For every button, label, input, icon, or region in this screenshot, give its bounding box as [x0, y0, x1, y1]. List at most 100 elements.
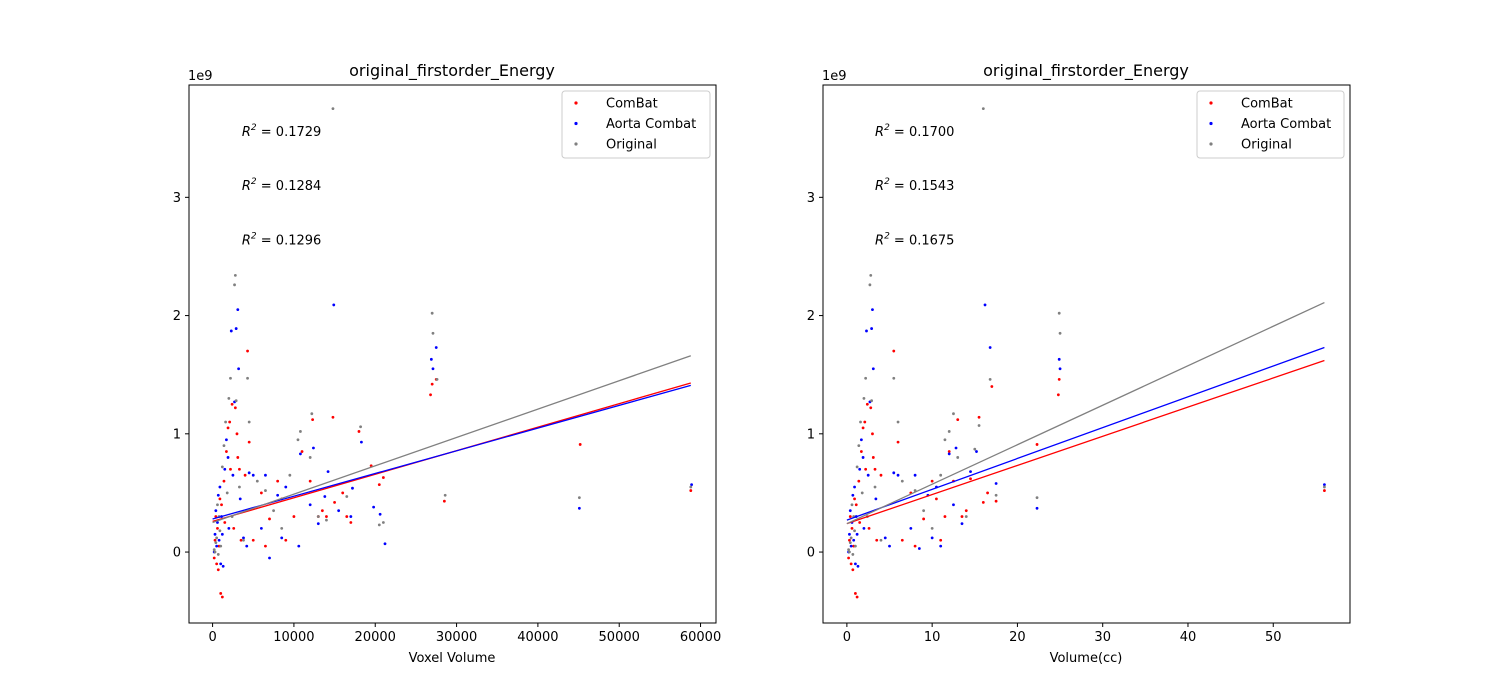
data-point-combat	[854, 503, 858, 507]
data-point-aorta-combat	[351, 486, 354, 490]
data-point-combat	[213, 538, 217, 542]
data-point-original	[218, 529, 222, 533]
legend-box	[1196, 90, 1345, 159]
legend-label: Aorta Combat	[606, 117, 696, 132]
data-point-aorta-combat	[871, 367, 875, 371]
chart-left: original_firstorder_Energy 1e9 0 10000 200…	[173, 61, 722, 666]
data-point-aorta-combat	[852, 538, 856, 542]
plot-frame	[188, 84, 717, 624]
data-point-original	[896, 420, 900, 424]
data-point-combat	[238, 467, 241, 471]
fit-line-aorta-combat	[212, 384, 691, 520]
x-tick-label: 0	[843, 630, 851, 645]
fit-line-original	[846, 301, 1325, 525]
y-ticks: 0 1 2 3	[173, 191, 189, 561]
data-point-original	[308, 456, 312, 459]
data-point-original	[280, 527, 284, 530]
data-point-combat	[228, 420, 232, 424]
data-point-combat	[345, 515, 349, 518]
y-tick-label: 1	[173, 427, 181, 442]
y-offset-label: 1e9	[188, 69, 213, 84]
data-point-combat	[349, 521, 353, 524]
data-point-aorta-combat	[308, 503, 312, 507]
data-point-aorta-combat	[220, 532, 224, 536]
x-ticks: 0 10000 20000 30000 40000 50000 60000	[208, 623, 721, 645]
data-point-original	[220, 465, 224, 469]
data-point-original	[900, 479, 904, 483]
data-point-combat	[855, 595, 859, 599]
x-ticks: 0 10 20 30 40 50	[843, 623, 1282, 645]
data-point-original	[854, 544, 857, 548]
data-point-combat	[857, 479, 861, 483]
y-tick-label: 0	[173, 546, 181, 561]
data-point-combat	[226, 426, 230, 430]
data-point-aorta-combat	[221, 564, 225, 568]
data-point-aorta-combat	[969, 470, 972, 474]
data-point-aorta-combat	[247, 471, 251, 475]
legend-label: Original	[606, 138, 657, 153]
data-point-original	[316, 515, 320, 518]
data-point-combat	[578, 443, 582, 446]
data-point-combat	[233, 406, 237, 410]
y-tick-label: 1	[807, 427, 815, 442]
legend-marker	[574, 101, 578, 105]
data-point-combat	[216, 527, 219, 530]
data-point-combat	[867, 527, 871, 530]
data-point-combat	[1323, 489, 1326, 492]
data-point-aorta-combat	[1323, 483, 1326, 487]
x-tick-label: 20	[1009, 630, 1026, 645]
data-point-aorta-combat	[280, 536, 284, 540]
data-point-aorta-combat	[227, 527, 231, 530]
data-point-combat	[212, 556, 216, 560]
data-point-aorta-combat	[216, 493, 220, 497]
data-point-aorta-combat	[896, 473, 900, 477]
data-point-combat	[864, 467, 868, 471]
data-point-aorta-combat	[954, 446, 958, 450]
data-point-combat	[247, 440, 251, 444]
data-point-aorta-combat	[888, 544, 891, 548]
x-tick-label: 40	[1180, 630, 1197, 645]
data-point-original	[213, 550, 217, 554]
data-point-aorta-combat	[858, 467, 862, 471]
data-point-combat	[235, 432, 239, 436]
data-point-original	[855, 465, 859, 469]
data-point-aorta-combat	[323, 495, 327, 498]
data-point-combat	[246, 349, 249, 353]
plot-points	[847, 107, 1326, 599]
data-point-combat	[220, 595, 224, 599]
data-point-original	[689, 485, 693, 489]
data-point-combat	[859, 450, 863, 453]
data-point-aorta-combat	[861, 456, 865, 459]
data-point-combat	[259, 491, 263, 495]
plot-points	[212, 107, 694, 599]
fit-line-combat	[846, 359, 1325, 525]
data-point-combat	[689, 489, 693, 492]
data-point-aorta-combat	[874, 497, 878, 501]
data-point-original	[964, 515, 968, 518]
data-point-original	[238, 485, 241, 489]
data-point-aorta-combat	[216, 521, 219, 524]
data-point-original	[943, 438, 947, 442]
data-point-aorta-combat	[848, 532, 851, 536]
data-point-combat	[430, 382, 434, 386]
data-point-original	[216, 503, 219, 507]
data-point-aorta-combat	[851, 493, 855, 497]
data-point-aorta-combat	[909, 527, 913, 530]
data-point-original	[222, 444, 226, 448]
data-point-aorta-combat	[223, 467, 227, 471]
data-point-original	[215, 536, 219, 540]
data-point-original	[860, 491, 864, 495]
plot-fits	[846, 301, 1325, 525]
data-point-original	[862, 396, 866, 400]
data-point-aorta-combat	[994, 482, 998, 485]
legend: ComBat Aorta Combat Original	[1196, 90, 1345, 159]
data-point-combat	[381, 476, 385, 479]
data-point-combat	[986, 491, 989, 495]
data-point-original	[849, 536, 853, 540]
data-point-combat	[981, 500, 985, 504]
data-point-combat	[223, 521, 227, 524]
data-point-aorta-combat	[930, 536, 934, 540]
data-point-combat	[873, 467, 877, 471]
data-point-combat	[239, 538, 243, 542]
data-point-original	[1057, 311, 1061, 315]
